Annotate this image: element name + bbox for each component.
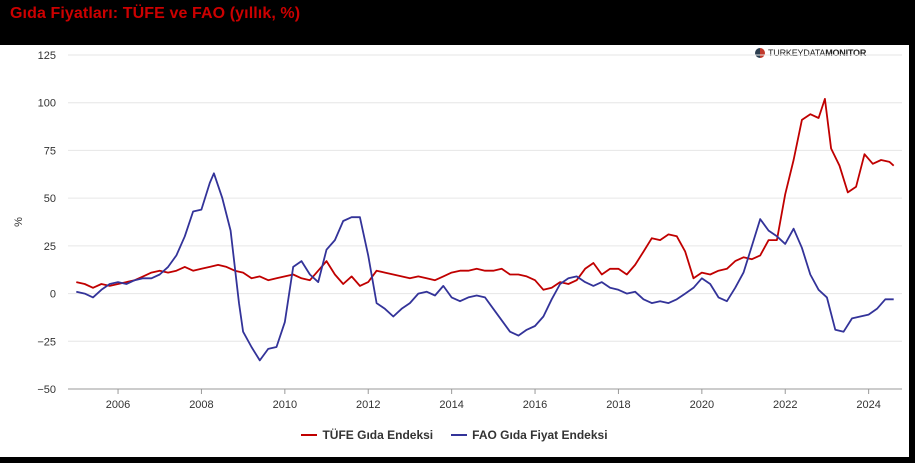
series-lines bbox=[76, 98, 895, 362]
chart-frame bbox=[0, 45, 909, 463]
y-axis-ticks: −50 −25 0 25 50 75 100 125 bbox=[37, 50, 56, 396]
page-title: Gıda Fiyatları: TÜFE ve FAO (yıllık, %) bbox=[10, 5, 301, 22]
y-tick-label: −50 bbox=[37, 384, 56, 396]
grid-lines bbox=[68, 54, 902, 390]
x-tick-label: 2020 bbox=[690, 399, 714, 411]
legend-item-tufe[interactable]: TÜFE Gıda Endeksi bbox=[301, 428, 433, 442]
right-border bbox=[909, 0, 915, 463]
x-axis-ticks: 2006 2008 2010 2012 2014 2016 2018 2020 2022 2024 bbox=[106, 389, 881, 411]
y-tick-label: 100 bbox=[38, 98, 56, 110]
x-tick-label: 2022 bbox=[773, 399, 797, 411]
y-tick-label: 75 bbox=[44, 145, 56, 157]
x-tick-label: 2012 bbox=[356, 399, 380, 411]
series-line-0 bbox=[76, 98, 895, 291]
x-tick-label: 2006 bbox=[106, 399, 130, 411]
brand-logo: TURKEYDATAMONITOR bbox=[755, 46, 866, 60]
title-bar: Gıda Fiyatları: TÜFE ve FAO (yıllık, %) bbox=[0, 0, 915, 45]
legend: TÜFE Gıda Endeksi FAO Gıda Fiyat Endeksi bbox=[0, 428, 909, 442]
x-tick-label: 2024 bbox=[856, 399, 880, 411]
y-tick-label: 25 bbox=[44, 241, 56, 253]
legend-swatch-fao bbox=[451, 434, 468, 436]
legend-item-fao[interactable]: FAO Gıda Fiyat Endeksi bbox=[451, 428, 608, 442]
legend-label-tufe: TÜFE Gıda Endeksi bbox=[322, 428, 434, 442]
x-tick-label: 2016 bbox=[523, 399, 547, 411]
y-axis-label: % bbox=[13, 217, 25, 227]
x-tick-label: 2014 bbox=[439, 399, 463, 411]
logo-text-bold: MONITOR bbox=[825, 48, 867, 58]
y-tick-label: 0 bbox=[50, 289, 56, 301]
legend-label-fao: FAO Gıda Fiyat Endeksi bbox=[472, 428, 608, 442]
logo-icon bbox=[755, 48, 765, 58]
x-tick-label: 2010 bbox=[273, 399, 297, 411]
y-tick-label: 50 bbox=[44, 193, 56, 205]
series-line-1 bbox=[76, 172, 894, 362]
bottom-border bbox=[0, 457, 915, 463]
logo-text: TURKEYDATAMONITOR bbox=[768, 48, 866, 58]
y-tick-label: 125 bbox=[38, 50, 56, 62]
x-tick-label: 2008 bbox=[189, 399, 213, 411]
logo-text-light: TURKEYDATA bbox=[768, 48, 826, 58]
x-tick-label: 2018 bbox=[606, 399, 630, 411]
y-tick-label: −25 bbox=[37, 336, 56, 348]
legend-swatch-tufe bbox=[301, 434, 318, 436]
